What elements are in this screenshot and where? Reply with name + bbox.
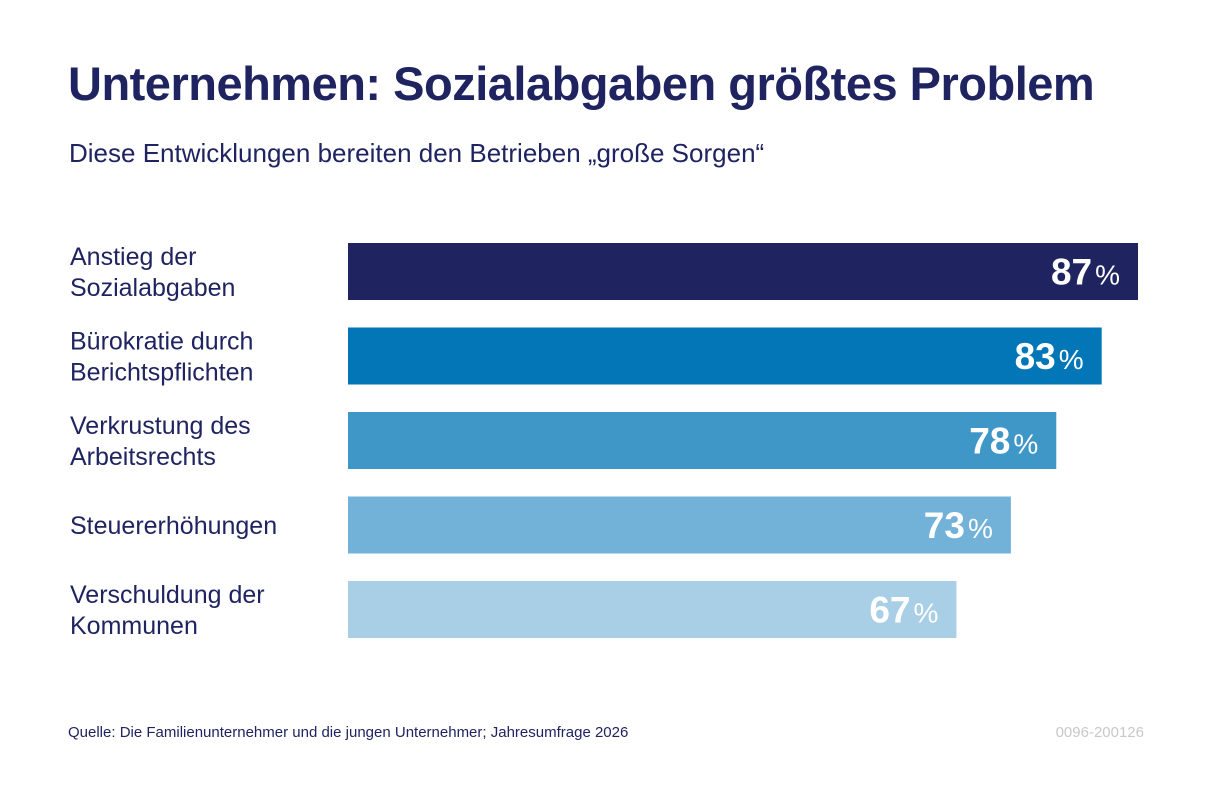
value-label-4: 67% bbox=[869, 590, 938, 631]
bar-0 bbox=[348, 243, 1138, 300]
category-label-0: Anstieg der Sozialabgaben bbox=[70, 243, 235, 302]
value-label-2: 78% bbox=[969, 421, 1038, 462]
chart-title: Unternehmen: Sozialabgaben größtes Probl… bbox=[68, 57, 1095, 110]
chart-id-code: 0096-200126 bbox=[1055, 724, 1144, 741]
bar-3 bbox=[348, 496, 1011, 554]
bar-1 bbox=[348, 327, 1102, 385]
category-label-4: Verschuldung der Kommunen bbox=[70, 581, 265, 640]
category-label-1: Bürokratie durch Berichtspflichten bbox=[70, 328, 253, 387]
bar-2 bbox=[348, 412, 1057, 469]
value-label-0: 87% bbox=[1051, 252, 1120, 293]
value-label-1: 83% bbox=[1015, 336, 1084, 377]
bar-4 bbox=[348, 581, 957, 638]
category-label-2: Verkrustung des Arbeitsrechts bbox=[70, 412, 251, 471]
value-label-3: 73% bbox=[924, 505, 993, 546]
category-label-3: Steuererhöhungen bbox=[70, 512, 277, 540]
source-note: Quelle: Die Familienunternehmer und die … bbox=[68, 724, 629, 741]
chart-subtitle: Diese Entwicklungen bereiten den Betrieb… bbox=[69, 138, 765, 168]
